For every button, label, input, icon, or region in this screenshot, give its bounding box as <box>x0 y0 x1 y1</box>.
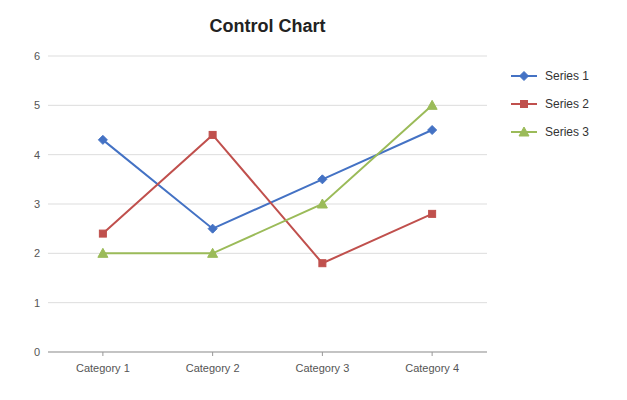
x-tick <box>212 352 213 356</box>
legend-label: Series 2 <box>545 97 589 111</box>
grid-line <box>48 302 487 303</box>
point <box>208 224 217 233</box>
y-tick-label: 4 <box>34 149 40 161</box>
x-tick <box>322 352 323 356</box>
point <box>317 199 327 208</box>
point <box>98 135 107 144</box>
series-line <box>103 135 432 263</box>
point <box>99 230 106 237</box>
x-tick-label: Category 1 <box>76 362 130 374</box>
plot-area <box>98 100 437 266</box>
y-tick-label: 5 <box>34 99 40 111</box>
x-axis-line <box>48 352 487 353</box>
x-tick-label: Category 2 <box>186 362 240 374</box>
x-tick-label: Category 3 <box>295 362 349 374</box>
grid-line <box>48 105 487 106</box>
legend-marker <box>520 72 529 81</box>
grid-line <box>48 352 487 353</box>
point <box>427 100 437 109</box>
point <box>319 260 326 267</box>
series <box>98 100 437 257</box>
legend-label: Series 3 <box>545 125 589 139</box>
y-tick-label: 6 <box>34 50 40 62</box>
point <box>98 248 108 257</box>
point <box>208 248 218 257</box>
y-tick-label: 2 <box>34 247 40 259</box>
x-tick <box>102 352 103 356</box>
legend-marker <box>521 101 528 108</box>
y-axis: 0 1 2 3 4 5 6 <box>34 50 487 358</box>
x-axis: Category 1 Category 2 Category 3 Category 4 <box>48 352 487 374</box>
chart-container: Control Chart 0 1 2 3 4 5 6 Category 1 Category 2… <box>0 0 627 400</box>
chart-title: Control Chart <box>210 16 326 36</box>
y-tick-label: 3 <box>34 198 40 210</box>
chart: Control Chart 0 1 2 3 4 5 6 Category 1 Category 2… <box>0 0 627 400</box>
legend-marker <box>519 127 529 136</box>
y-tick-label: 0 <box>34 346 40 358</box>
grid-line <box>48 56 487 57</box>
point <box>428 126 437 135</box>
series-line <box>103 130 432 229</box>
x-tick <box>432 352 433 356</box>
point <box>209 131 216 138</box>
legend: Series 1 Series 2 Series 3 <box>511 69 589 139</box>
legend-label: Series 1 <box>545 69 589 83</box>
series <box>98 126 436 234</box>
point <box>318 175 327 184</box>
x-tick-label: Category 4 <box>405 362 459 374</box>
series <box>99 131 435 266</box>
series-line <box>103 105 432 253</box>
grid-line <box>48 154 487 155</box>
point <box>429 210 436 217</box>
y-tick-label: 1 <box>34 297 40 309</box>
